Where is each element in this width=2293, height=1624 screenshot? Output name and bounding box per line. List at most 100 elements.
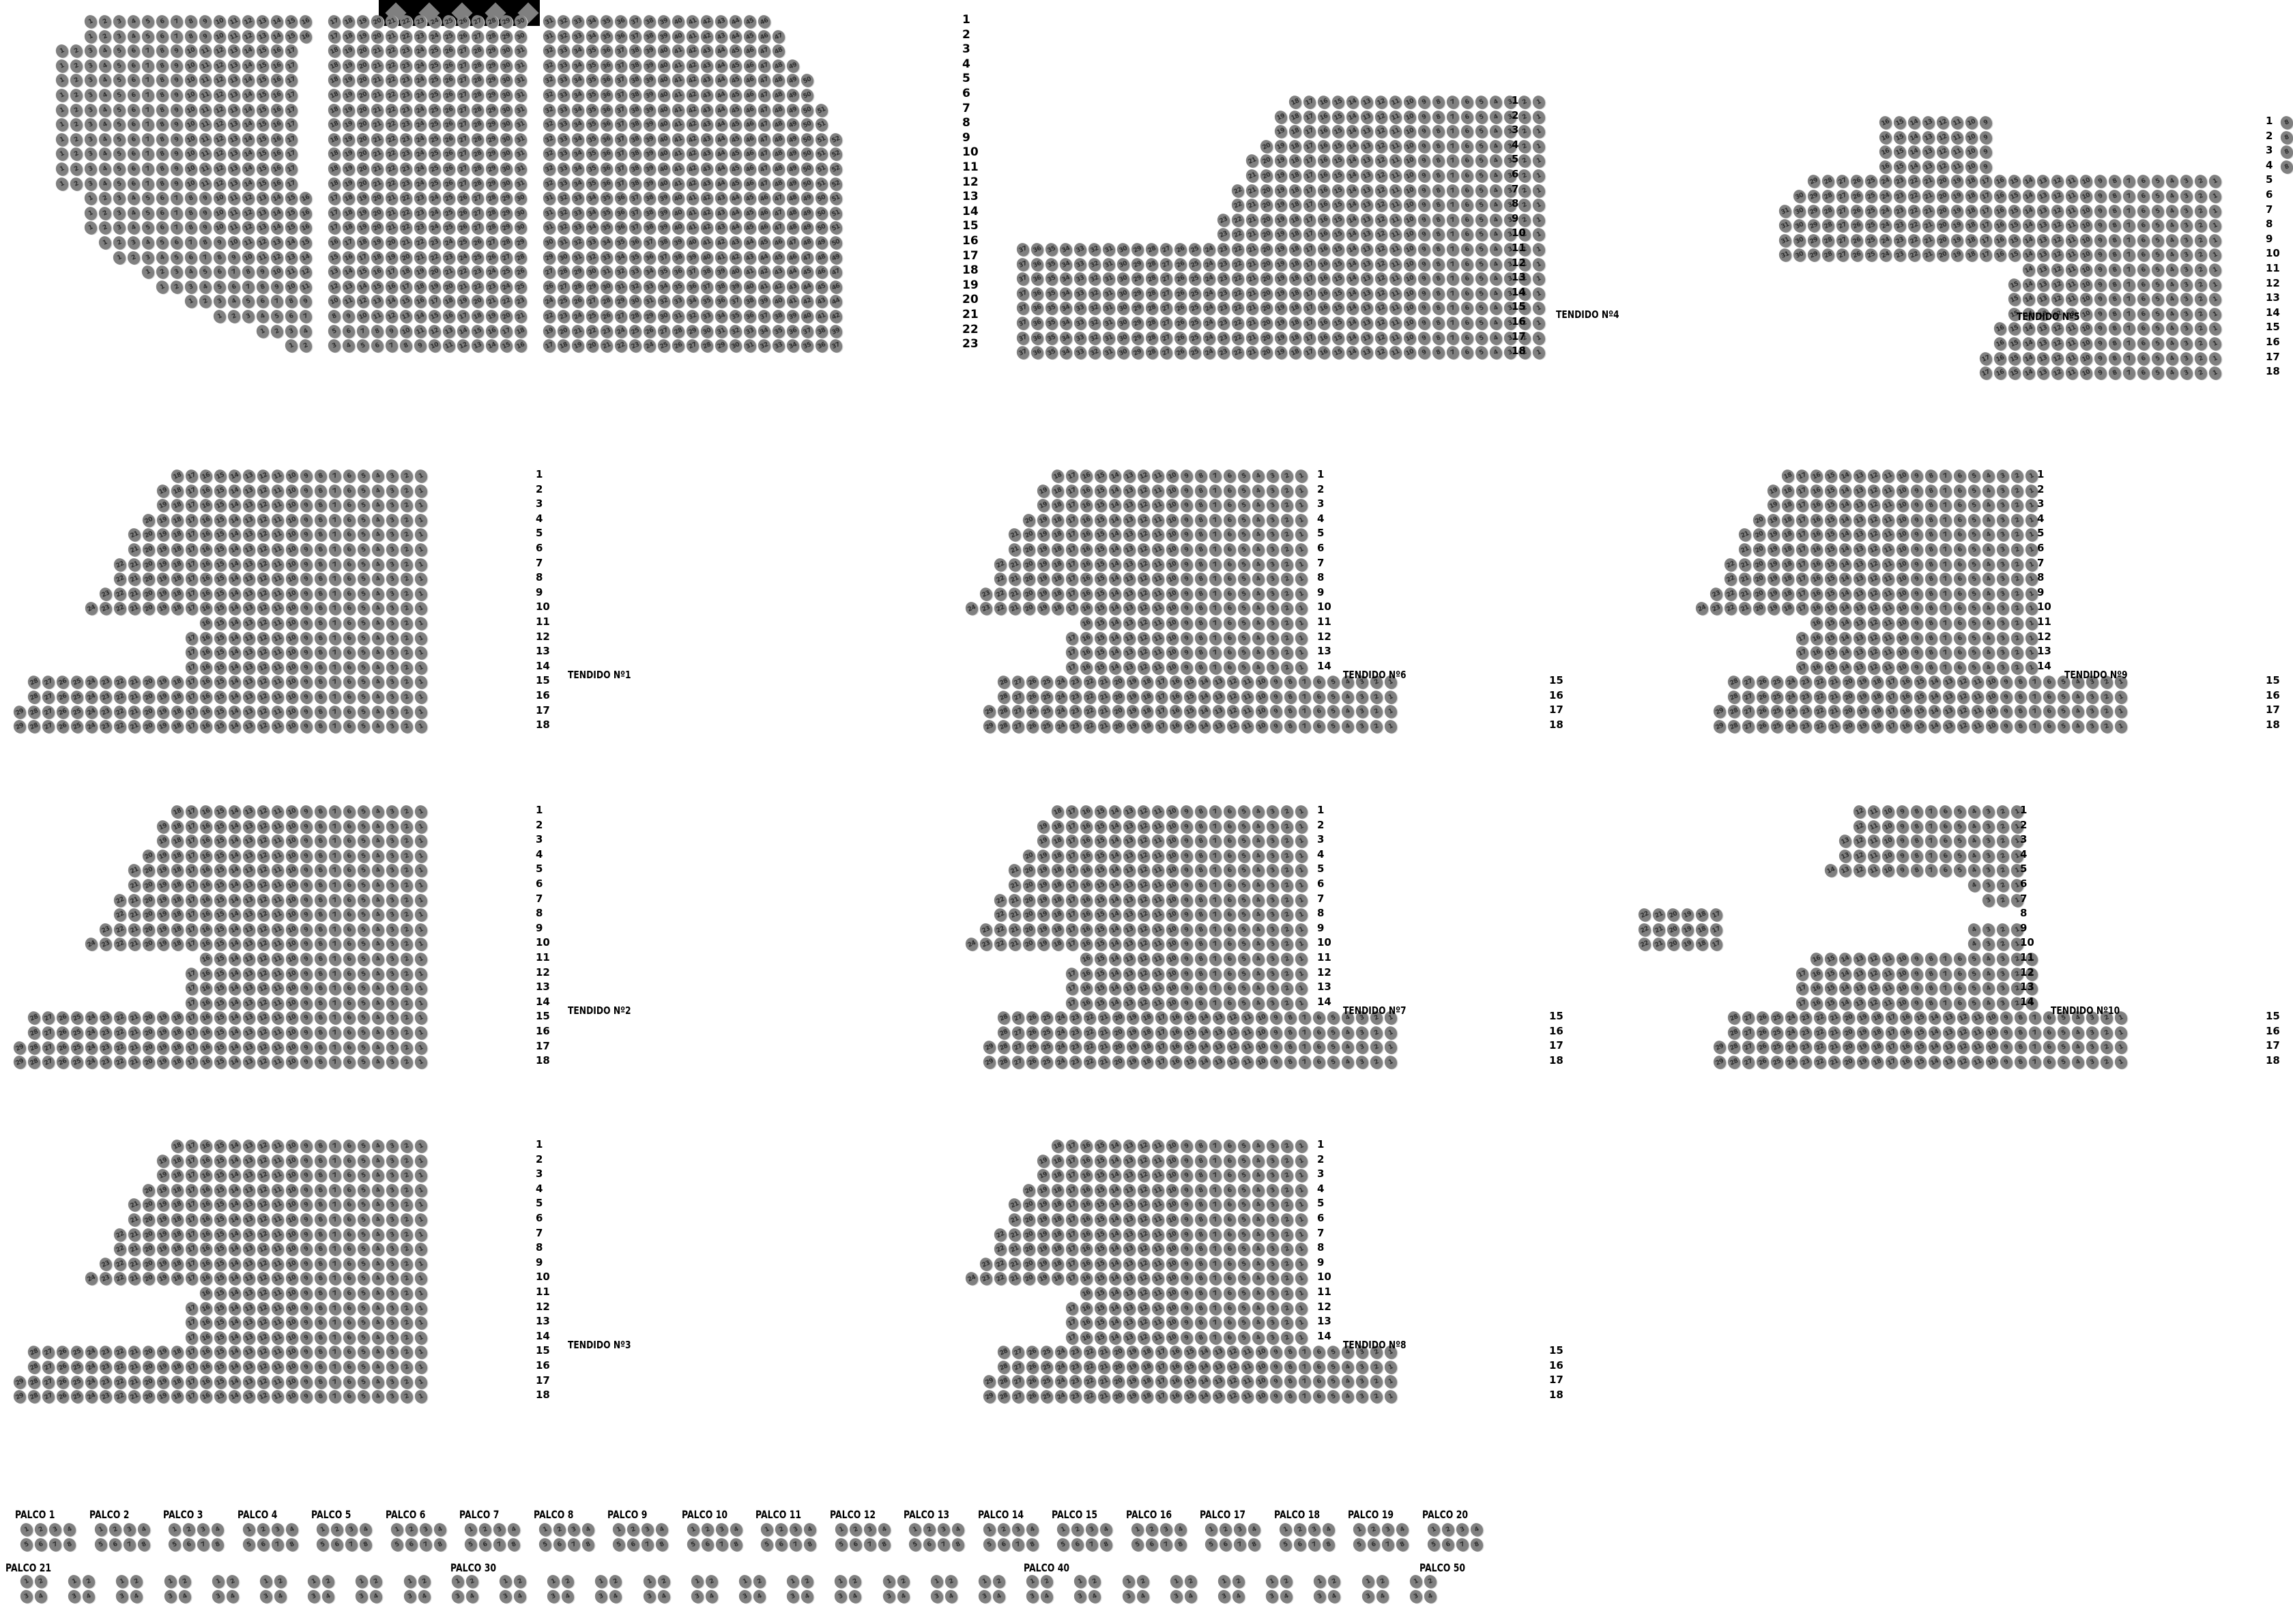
seat[interactable]: 4 <box>2164 232 2181 250</box>
seat[interactable]: 34 <box>584 190 601 207</box>
seat[interactable]: 14 <box>2021 217 2038 235</box>
seat[interactable]: 22 <box>992 1226 1009 1244</box>
seat[interactable]: 15 <box>212 1197 229 1215</box>
seat[interactable]: 51 <box>813 131 831 149</box>
seat[interactable]: 23 <box>398 116 415 134</box>
seat[interactable]: 23 <box>412 28 429 46</box>
seat[interactable]: 8 <box>1430 344 1447 362</box>
seat[interactable]: 7 <box>1445 315 1462 332</box>
seat[interactable]: 13 <box>1121 862 1138 880</box>
seat[interactable]: 13 <box>241 995 258 1013</box>
seat[interactable]: 18 <box>1287 256 1304 274</box>
seat[interactable]: 5 <box>356 1256 373 1273</box>
seat[interactable]: 5 <box>1473 212 1490 229</box>
seat[interactable]: 15 <box>1093 1271 1110 1288</box>
seat[interactable]: 15 <box>1093 600 1110 618</box>
seat[interactable]: 20 <box>1021 527 1038 545</box>
seat[interactable]: 15 <box>212 1010 229 1028</box>
seat[interactable]: 43 <box>785 278 802 296</box>
seat[interactable]: 13 <box>241 600 258 618</box>
seat[interactable]: 15 <box>1892 129 1909 147</box>
seat[interactable]: 14 <box>2021 203 2038 220</box>
seat[interactable]: 7 <box>327 1374 344 1391</box>
seat[interactable]: 15 <box>212 688 229 706</box>
seat[interactable]: 31 <box>513 160 530 178</box>
seat[interactable]: 15 <box>1093 1300 1110 1318</box>
seat[interactable]: 6 <box>341 1226 358 1244</box>
seat[interactable]: 3 <box>1265 906 1282 924</box>
seat[interactable]: 6 <box>341 1285 358 1303</box>
seat[interactable]: 19 <box>155 556 172 574</box>
seat[interactable]: 1 <box>1293 644 1310 662</box>
seat[interactable]: 33 <box>556 72 573 90</box>
seat[interactable]: 15 <box>1182 1024 1199 1042</box>
seat[interactable]: 27 <box>470 190 487 207</box>
seat[interactable]: 12 <box>240 28 257 46</box>
seat[interactable]: 12 <box>1225 673 1242 691</box>
seat[interactable]: 15 <box>2006 276 2023 294</box>
seat[interactable]: 4 <box>370 688 387 706</box>
seat[interactable]: 5 <box>356 1344 373 1362</box>
seat[interactable]: 5 <box>356 600 373 618</box>
seat[interactable]: 12 <box>1373 167 1390 185</box>
seat[interactable]: 15 <box>1912 688 1929 706</box>
seat[interactable]: 6 <box>2135 321 2152 338</box>
seat[interactable]: 2 <box>2193 232 2210 250</box>
seat[interactable]: 8 <box>1282 1009 1299 1027</box>
seat[interactable]: 3 <box>1265 1182 1282 1200</box>
seat[interactable]: 24 <box>1201 344 1218 362</box>
seat[interactable]: 5 <box>140 13 157 31</box>
seat[interactable]: 8 <box>313 906 330 924</box>
seat[interactable]: 3 <box>111 190 128 207</box>
seat[interactable]: 8 <box>2107 276 2124 294</box>
seat[interactable]: 25 <box>69 1039 86 1057</box>
seat[interactable]: 23 <box>1215 270 1232 288</box>
seat[interactable]: 14 <box>2021 247 2038 265</box>
seat[interactable]: 18 <box>326 42 343 60</box>
seat[interactable]: 21 <box>1826 718 1843 736</box>
seat[interactable]: 49 <box>785 131 802 149</box>
seat[interactable]: 2 <box>2009 585 2026 603</box>
seat[interactable]: 11 <box>1150 527 1167 545</box>
seat[interactable]: 1 <box>1531 315 1548 332</box>
seat[interactable]: 18 <box>326 131 343 149</box>
seat[interactable]: 2 <box>1279 512 1296 530</box>
seat[interactable]: 12 <box>255 497 272 514</box>
seat[interactable]: 9 <box>169 175 186 193</box>
seat[interactable]: 7 <box>1923 862 1940 880</box>
seat[interactable]: 3 <box>1265 892 1282 910</box>
seat[interactable]: 1 <box>1383 1054 1400 1071</box>
seat[interactable]: 37 <box>1015 241 1032 259</box>
seat[interactable]: 26 <box>641 323 659 340</box>
seat[interactable]: 4 <box>1250 1271 1267 1288</box>
seat[interactable]: 15 <box>1093 1329 1110 1347</box>
seat[interactable]: 14 <box>240 160 257 178</box>
seat[interactable]: 22 <box>384 42 401 60</box>
seat[interactable]: 2 <box>1368 1024 1385 1042</box>
seat[interactable]: 51 <box>813 160 831 178</box>
seat[interactable]: 10 <box>1164 862 1181 880</box>
seat[interactable]: 19 <box>1125 1039 1142 1056</box>
seat[interactable]: 15 <box>212 1285 229 1303</box>
seat[interactable]: 4 <box>1250 1226 1267 1244</box>
seat[interactable]: 24 <box>964 936 981 954</box>
seat[interactable]: 8 <box>2107 247 2124 265</box>
seat[interactable]: 2 <box>1279 847 1296 865</box>
seat[interactable]: 13 <box>1359 315 1376 332</box>
seat[interactable]: 1 <box>54 131 71 149</box>
seat[interactable]: 1 <box>2113 718 2130 736</box>
seat[interactable]: 13 <box>255 205 272 222</box>
seat[interactable]: 18 <box>1139 1373 1156 1391</box>
seat[interactable]: 1 <box>413 482 430 500</box>
seat[interactable]: 2 <box>399 1167 416 1185</box>
seat[interactable]: 1 <box>1531 285 1548 303</box>
seat[interactable]: 3 <box>384 892 401 910</box>
seat[interactable]: 17 <box>1301 241 1318 259</box>
seat[interactable]: 16 <box>198 644 215 662</box>
seat[interactable]: 18 <box>1780 527 1797 545</box>
seat[interactable]: 15 <box>255 42 272 60</box>
seat[interactable]: 20 <box>1935 203 1952 220</box>
seat[interactable]: 19 <box>155 1374 172 1391</box>
seat[interactable]: 6 <box>126 116 143 134</box>
seat[interactable]: 22 <box>384 146 401 164</box>
